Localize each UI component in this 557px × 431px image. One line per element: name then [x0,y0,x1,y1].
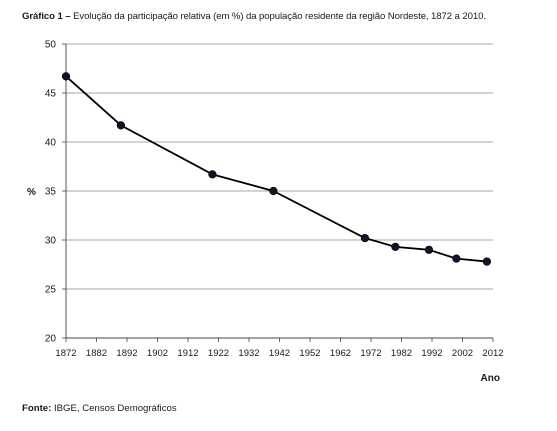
data-point [424,245,434,254]
x-tick-label: 1952 [299,348,320,359]
series-points-layer [61,72,492,266]
x-tick-label: 2002 [452,348,473,359]
source-text: IBGE, Censos Demográficos [53,403,177,414]
data-point [482,257,492,266]
data-point [269,186,278,196]
y-tick-label: 35 [45,187,57,198]
data-point [116,121,125,130]
x-tick-label: 1962 [330,348,351,359]
x-tick-label: 1982 [391,348,412,359]
x-tick-label: 1892 [116,348,137,359]
chart-axes [62,43,494,342]
y-tick-label: 50 [45,40,57,51]
data-point [61,72,71,81]
y-axis-title: % [27,187,36,198]
data-point [452,254,461,263]
y-tick-label: 20 [45,334,57,345]
chart-title-prefix: Gráfico 1 – [22,11,71,22]
source-note: Fonte: IBGE, Censos Demográficos [22,403,322,415]
data-point [391,242,400,251]
grid-lines [66,43,493,290]
data-point [208,170,217,179]
y-tick-label: 45 [45,89,57,100]
y-tick-label: 25 [45,285,57,296]
chart-title-text: Evolução da participação relativa (em %)… [73,11,486,22]
axis-labels: 20 25 30 35 40 45 50 1872 1882 1892 1902 1912 1922 19… [27,40,504,385]
x-axis-title: Ano [481,373,500,384]
data-point [360,233,370,243]
x-tick-label: 1942 [269,348,290,359]
x-tick-label: 1872 [55,348,76,359]
x-tick-label: 1922 [208,348,229,359]
x-tick-label: 1972 [360,348,381,359]
x-tick-label: 1932 [238,348,259,359]
x-tick-label: 1912 [177,348,198,359]
y-tick-label: 30 [45,236,57,247]
x-tick-label: 1992 [421,348,442,359]
series-line [65,75,487,263]
source-label: Fonte: [22,403,52,414]
chart-title: Gráfico 1 – Evolução da participação rel… [22,10,542,23]
x-tick-label: 2012 [482,348,503,359]
x-tick-label: 1902 [147,348,168,359]
x-tick-label: 1882 [86,348,107,359]
series-line-layer [65,75,487,263]
y-tick-label: 40 [45,138,57,149]
